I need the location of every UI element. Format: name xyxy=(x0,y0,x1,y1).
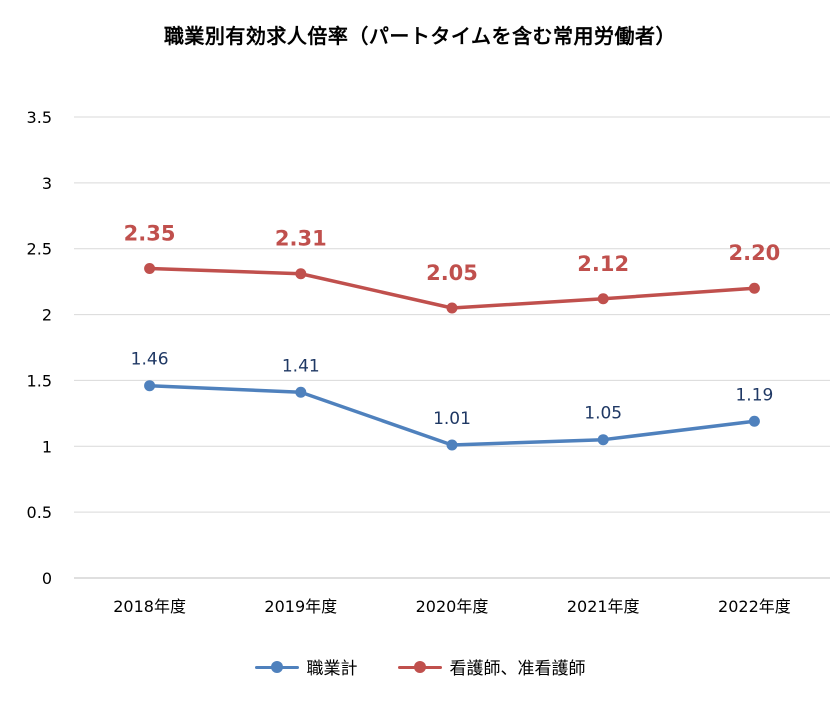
data-label-s1-3: 2.12 xyxy=(577,252,629,276)
data-label-s1-0: 2.35 xyxy=(124,221,176,245)
point-s0-2 xyxy=(446,439,458,451)
point-s0-0 xyxy=(144,380,156,392)
y-tick-label-5: 2.5 xyxy=(27,240,52,259)
point-s1-2 xyxy=(446,302,458,314)
data-label-s0-4: 1.19 xyxy=(735,385,773,405)
line-chart: 0 0.5 1 1.5 2 2.5 3 3.5 2018年度 2019年度 2020年度 2021年度… xyxy=(27,108,830,616)
y-tick-label-4: 2 xyxy=(42,306,52,325)
point-s0-3 xyxy=(597,434,609,446)
y-tick-label-7: 3.5 xyxy=(27,108,52,127)
legend-swatch-1 xyxy=(397,660,442,674)
y-tick-label-3: 1.5 xyxy=(27,371,52,390)
data-label-s0-0: 1.46 xyxy=(131,350,169,370)
data-label-s0-1: 1.41 xyxy=(282,356,320,376)
point-s1-1 xyxy=(295,268,307,280)
point-s1-3 xyxy=(597,293,609,305)
y-tick-label-6: 3 xyxy=(42,174,52,193)
point-s0-1 xyxy=(295,386,307,398)
point-s1-4 xyxy=(748,282,760,294)
x-tick-label-1: 2019年度 xyxy=(264,597,337,616)
data-label-s1-2: 2.05 xyxy=(426,261,478,285)
x-tick-label-4: 2022年度 xyxy=(718,597,791,616)
point-s0-4 xyxy=(748,415,760,427)
y-tick-label-0: 0 xyxy=(42,569,52,588)
legend-label-1: 看護師、准看護師 xyxy=(449,659,586,679)
legend-item-1: 看護師、准看護師 xyxy=(397,654,586,679)
point-s1-0 xyxy=(144,262,156,274)
chart-title: 職業別有効求人倍率（パートタイムを含む常用労働者） xyxy=(163,24,677,48)
x-tick-label-3: 2021年度 xyxy=(567,597,640,616)
data-label-s0-2: 1.01 xyxy=(433,409,471,429)
legend: 職業計 看護師、准看護師 xyxy=(0,654,840,679)
y-tick-label-1: 0.5 xyxy=(27,503,52,522)
data-label-s0-3: 1.05 xyxy=(584,404,622,424)
x-tick-label-2: 2020年度 xyxy=(416,597,489,616)
legend-swatch-0 xyxy=(254,660,299,674)
legend-label-0: 職業計 xyxy=(306,659,358,679)
legend-item-0: 職業計 xyxy=(254,654,358,679)
y-tick-label-2: 1 xyxy=(42,437,52,456)
data-label-s1-4: 2.20 xyxy=(728,241,780,265)
x-tick-label-0: 2018年度 xyxy=(113,597,186,616)
data-label-s1-1: 2.31 xyxy=(275,227,327,251)
